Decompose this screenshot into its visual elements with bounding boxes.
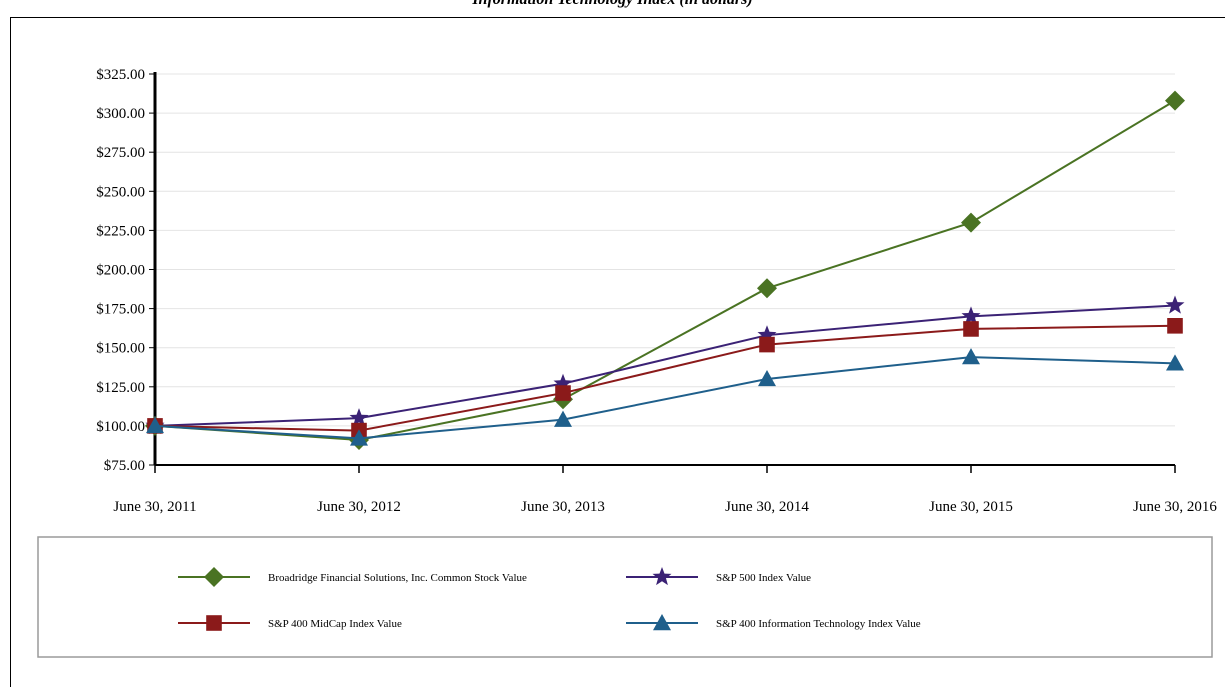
series-group: [145, 90, 1185, 450]
legend-label: S&P 500 Index Value: [716, 572, 811, 584]
legend-item-4: S&P 400 Information Technology Index Val…: [626, 614, 921, 631]
y-tick-label: $250.00: [96, 184, 145, 200]
x-tick-label: June 30, 2014: [725, 499, 809, 515]
legend-item-2: S&P 500 Index Value: [626, 567, 811, 586]
series-line: [154, 356, 1176, 440]
y-axis-ticks: $75.00 $100.00 $125.00 $150.00 $175.00 $200.0…: [96, 67, 155, 474]
data-point: [349, 408, 369, 427]
data-point: [1167, 318, 1183, 334]
data-point: [962, 348, 980, 365]
y-tick-label: $225.00: [96, 223, 145, 239]
legend-marker: [204, 567, 224, 587]
data-point: [759, 336, 775, 353]
legend-item-1: Broadridge Financial Solutions, Inc. Com…: [178, 567, 527, 587]
legend-item-3: S&P 400 MidCap Index Value: [178, 615, 402, 631]
y-tick-label: $200.00: [96, 263, 145, 279]
legend-marker: [652, 567, 672, 586]
x-tick-label: June 30, 2011: [113, 499, 196, 515]
x-axis-ticks: June 30, 2011 June 30, 2012 June 30, 2013 J…: [113, 465, 1217, 515]
data-point: [961, 212, 981, 233]
y-tick-label: $100.00: [96, 419, 145, 435]
x-tick-label: June 30, 2013: [521, 499, 605, 515]
data-point: [553, 373, 573, 392]
data-point: [555, 385, 571, 401]
data-point: [961, 306, 981, 325]
data-point: [757, 278, 777, 299]
data-point: [554, 410, 572, 427]
data-point: [1166, 354, 1184, 371]
series-line: [154, 99, 1176, 441]
data-point: [1165, 90, 1185, 111]
y-tick-label: $325.00: [96, 67, 145, 83]
data-point: [1165, 295, 1185, 314]
data-point: [758, 369, 776, 387]
legend-marker: [653, 614, 671, 631]
y-tick-label: $125.00: [96, 380, 145, 396]
legend-box: [37, 536, 1213, 658]
x-tick-label: June 30, 2016: [1133, 499, 1217, 515]
series-2: [145, 295, 1185, 434]
data-point: [350, 429, 368, 446]
gridlines: [155, 73, 1175, 427]
legend: Broadridge Financial Solutions, Inc. Com…: [178, 567, 921, 631]
data-point: [146, 416, 164, 434]
y-tick-label: $175.00: [96, 302, 145, 318]
chart-title: Information Technology Index (in dollars…: [0, 0, 1225, 9]
data-point: [963, 321, 979, 337]
y-tick-label: $300.00: [96, 106, 145, 122]
series-1: [145, 90, 1185, 450]
x-tick-label: June 30, 2015: [929, 499, 1013, 515]
legend-label: Broadridge Financial Solutions, Inc. Com…: [268, 572, 527, 584]
series-line: [154, 304, 1176, 427]
y-tick-label: $75.00: [104, 458, 145, 474]
x-tick-label: June 30, 2012: [317, 499, 401, 515]
axes: [153, 72, 1175, 466]
series-line: [154, 324, 1176, 432]
chart-frame: [10, 17, 1225, 687]
series-4: [146, 348, 1184, 446]
legend-label: S&P 400 Information Technology Index Val…: [716, 618, 921, 630]
y-tick-label: $150.00: [96, 341, 145, 357]
data-point: [757, 325, 777, 344]
y-tick-label: $275.00: [96, 145, 145, 161]
legend-label: S&P 400 MidCap Index Value: [268, 618, 402, 630]
legend-marker: [206, 615, 222, 631]
